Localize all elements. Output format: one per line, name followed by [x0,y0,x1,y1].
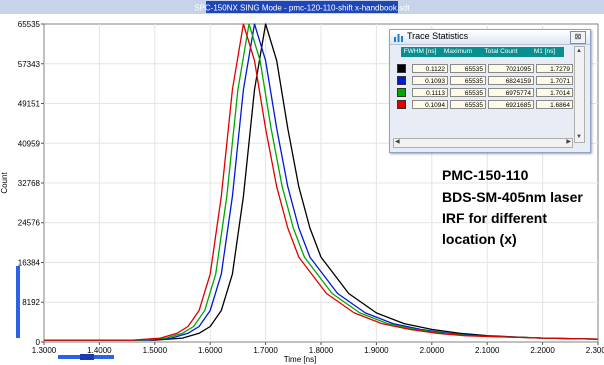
y-tick-label: 40959 [18,139,41,148]
trace-statistics-window[interactable]: Trace Statistics ⊠ FWHM [ns] Maximum Tot… [389,29,591,153]
y-tick-label: 24576 [18,219,41,228]
annotation-line-1: PMC-150-110 [442,167,529,183]
stats-cell: 6921685 [488,99,534,109]
series-line-3 [44,23,599,341]
y-tick-label: 0 [36,338,41,347]
annotation-line-3: IRF for different [442,210,547,226]
stats-cell: 65535 [450,75,486,85]
header-maximum: Maximum [443,48,473,55]
stats-cell: 6824159 [488,75,534,85]
x-tick-label: 1.3000 [32,346,57,355]
stats-header-row: FWHM [ns] Maximum Total Count M1 [ns] [401,47,564,57]
trace-color-swatch[interactable] [397,63,406,73]
stats-cell: 1.7071 [536,75,573,85]
series-line-1 [44,23,599,341]
stats-cell: 65535 [450,63,486,73]
trace-statistics-title: Trace Statistics [407,31,469,41]
header-total-count: Total Count [484,48,518,55]
stats-row: 0.1093 65535 6824159 1.7071 [397,75,575,85]
annotation-line-4: location (x) [442,231,517,247]
header-fwhm: FWHM [ns] [403,48,437,55]
x-axis-label: Time [ns] [284,355,317,364]
stats-cell: 1.6864 [536,99,573,109]
window-title-highlight [206,1,398,13]
trace-statistics-titlebar[interactable]: Trace Statistics ⊠ [390,30,590,45]
y-tick-label: 16384 [18,258,41,267]
header-m1: M1 [ns] [533,48,556,55]
scroll-right-arrow[interactable]: ▶ [566,139,571,145]
window-title: SPC-150NX SING Mode - pmc-120-110-shift … [194,4,410,13]
trace-color-swatch[interactable] [397,87,406,97]
y-tick-label: 65535 [18,20,41,29]
x-tick-label: 1.9000 [364,346,389,355]
x-tick-label: 2.2000 [530,346,555,355]
x-tick-label: 2.1000 [475,346,500,355]
stats-row: 0.1122 65535 7021095 1.7279 [397,63,575,73]
stats-cell: 0.1093 [412,75,448,85]
close-button[interactable]: ⊠ [570,31,586,44]
y-tick-label: 32768 [18,179,41,188]
stats-cell: 1.7279 [536,63,573,73]
trace-color-swatch[interactable] [397,99,406,109]
y-zoom-scrollbar[interactable] [16,266,20,338]
y-axis-label: Count [0,172,9,194]
stats-row: 0.1113 65535 6975774 1.7014 [397,87,575,97]
stats-horizontal-scrollbar[interactable]: ◀ ▶ [393,138,573,148]
scroll-left-arrow[interactable]: ◀ [395,139,400,145]
x-tick-label: 1.4000 [87,346,112,355]
stats-cell: 7021095 [488,63,534,73]
stats-cell: 65535 [450,87,486,97]
series-line-2 [44,23,599,341]
y-tick-label: 49151 [18,100,41,109]
series-line-4 [44,23,599,341]
x-tick-label: 1.7000 [253,346,278,355]
stats-cell: 6975774 [488,87,534,97]
scroll-down-arrow[interactable]: ▼ [576,134,582,140]
stats-vertical-scrollbar[interactable]: ▲ ▼ [574,46,585,143]
x-zoom-thumb[interactable] [80,354,94,360]
stats-cell: 0.1122 [412,63,448,73]
bar-chart-icon [394,34,403,42]
stats-cell: 0.1094 [412,99,448,109]
annotation-line-2: BDS-SM-405nm laser [442,189,583,205]
stats-row: 0.1094 65535 6921685 1.6864 [397,99,575,109]
trace-color-swatch[interactable] [397,75,406,85]
stats-cell: 0.1113 [412,87,448,97]
scroll-up-arrow[interactable]: ▲ [576,48,582,54]
x-tick-label: 2.0000 [420,346,445,355]
x-tick-label: 1.5000 [143,346,168,355]
x-tick-label: 2.3000 [586,346,604,355]
x-tick-label: 1.8000 [309,346,334,355]
stats-cell: 65535 [450,99,486,109]
y-tick-label: 57343 [18,60,41,69]
x-tick-label: 1.6000 [198,346,223,355]
stats-cell: 1.7014 [536,87,573,97]
y-tick-label: 8192 [22,298,40,307]
